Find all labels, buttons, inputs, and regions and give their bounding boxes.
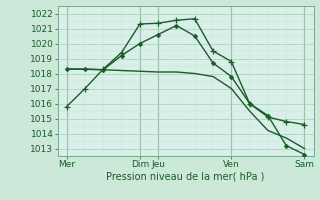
X-axis label: Pression niveau de la mer( hPa ): Pression niveau de la mer( hPa ) <box>107 172 265 182</box>
